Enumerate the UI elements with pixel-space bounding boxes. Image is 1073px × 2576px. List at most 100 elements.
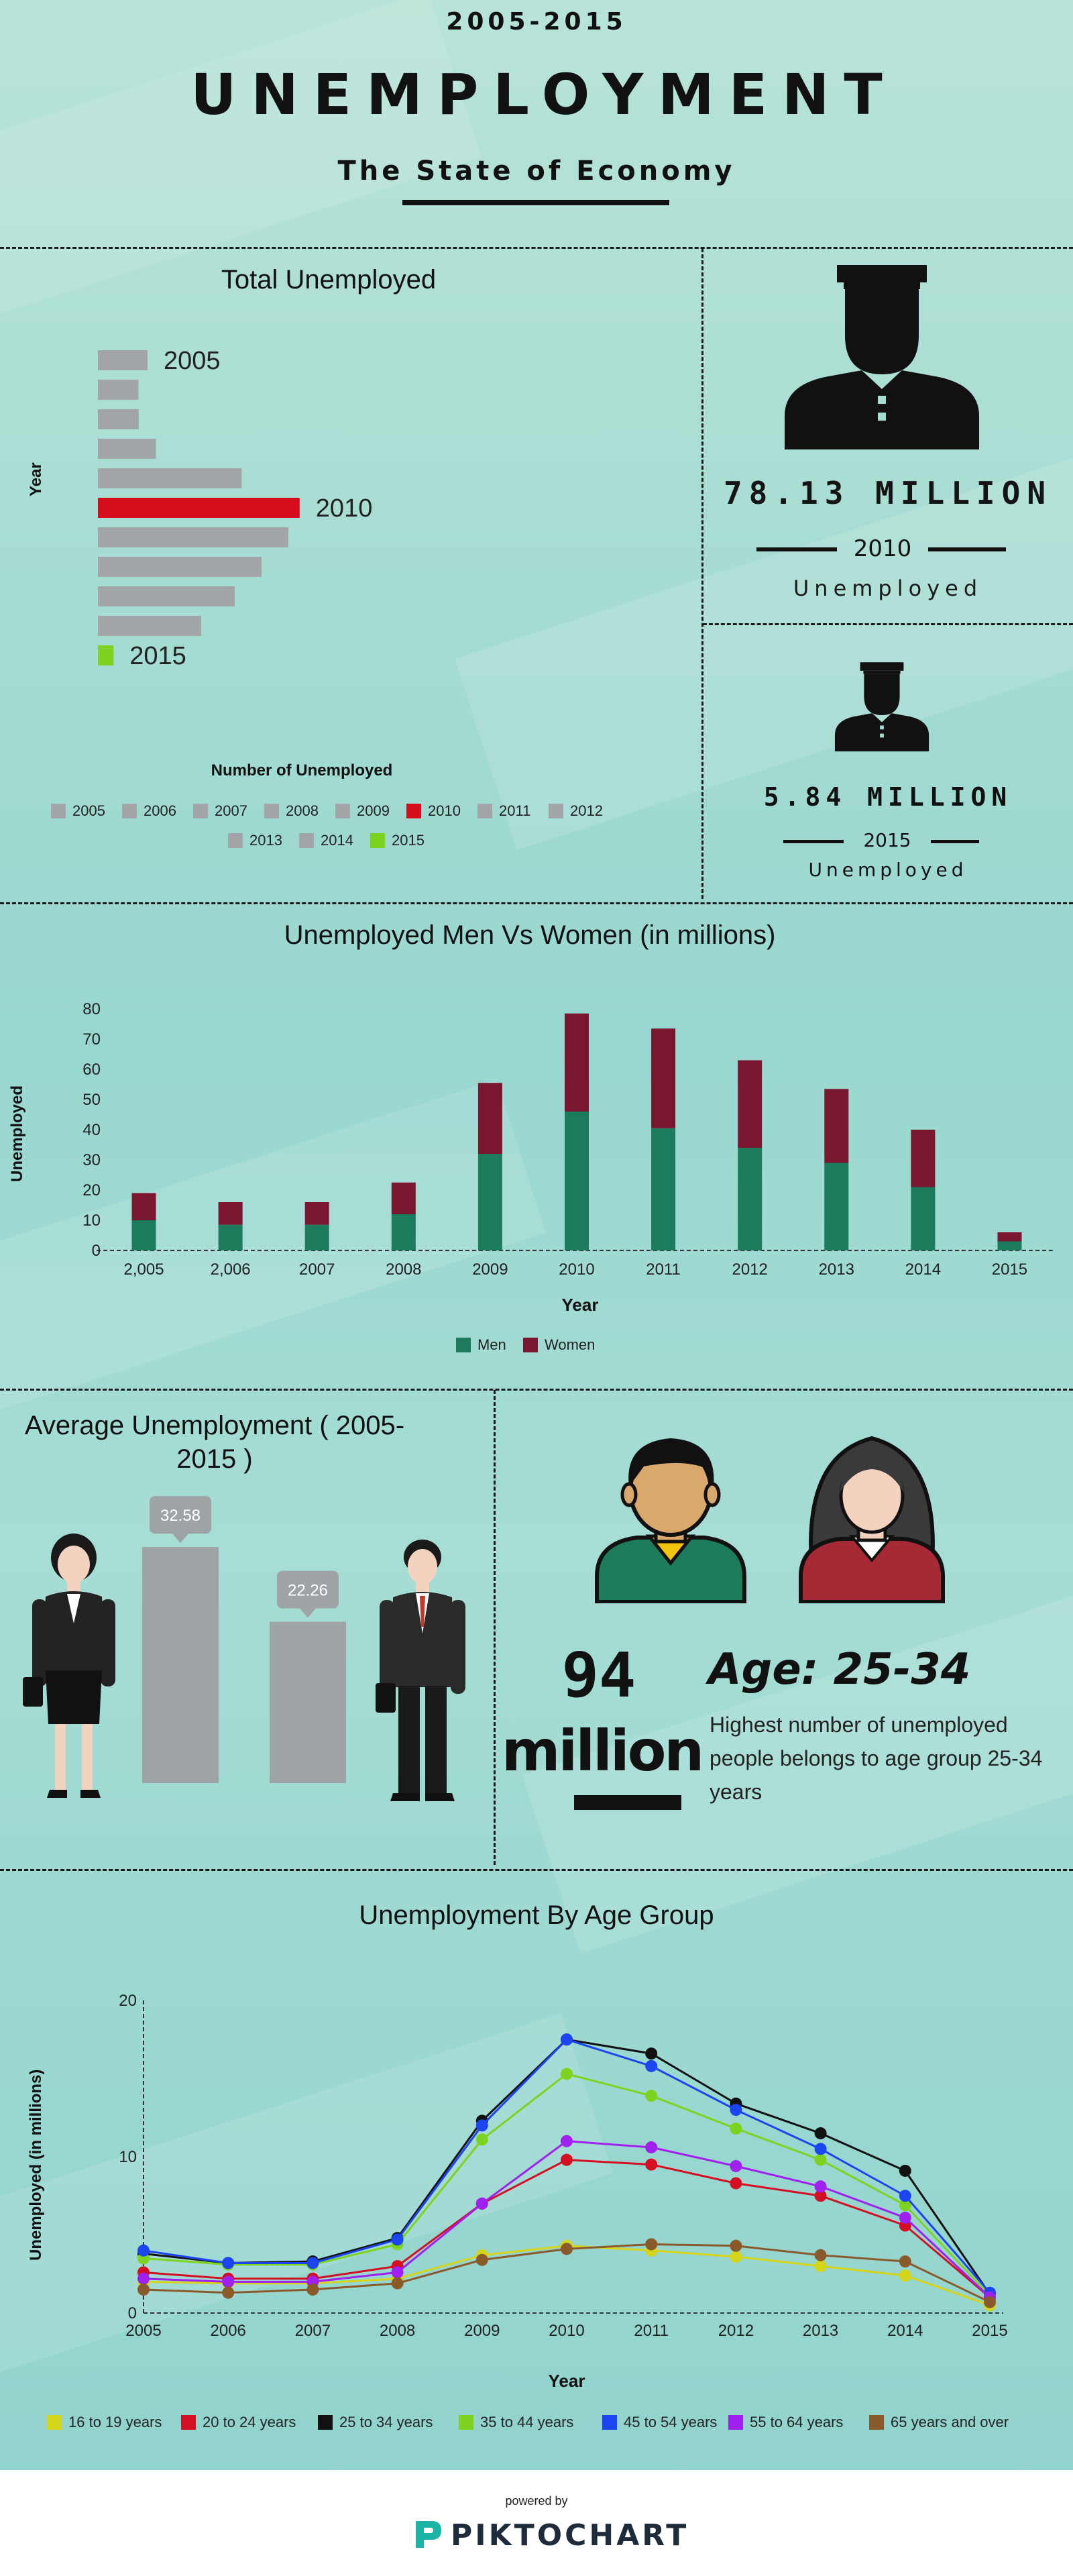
legend-label: 2012 [570, 802, 603, 819]
bar-2010 [98, 498, 300, 518]
legend-label: 2007 [215, 802, 247, 819]
legend-swatch [193, 804, 208, 818]
piktochart-logo-icon[interactable] [412, 2517, 444, 2552]
series-point-4-5 [561, 2033, 573, 2046]
x-tick-label: 2009 [472, 1260, 508, 1279]
x-tick-label: 2015 [992, 1260, 1027, 1279]
series-point-6-9 [899, 2255, 911, 2268]
legend-label: 2008 [286, 802, 319, 819]
legend-label: Women [545, 1336, 596, 1353]
legend-label: 20 to 24 years [203, 2414, 296, 2430]
series-line-1 [143, 2159, 991, 2298]
legend-label: 2010 [428, 802, 461, 819]
bar-men-10 [997, 1241, 1022, 1250]
average-bar-women [142, 1547, 219, 1783]
y-tick-label: 10 [82, 1212, 101, 1230]
piktochart-brand[interactable]: PIKTOCHART [451, 2518, 689, 2553]
average-chart: 32.58 22.26 [142, 1496, 346, 1783]
bar-men-8 [824, 1163, 849, 1250]
bar-men-1 [218, 1224, 243, 1250]
series-point-0-7 [730, 2251, 742, 2263]
age-group-xlabel: Year [548, 2371, 585, 2391]
legend-label: 2011 [499, 802, 531, 819]
stat-2010-year: 2010 [853, 535, 912, 562]
bar-2013 [98, 586, 235, 606]
x-tick-label: 2014 [887, 2322, 923, 2340]
legend-swatch [318, 2415, 333, 2430]
stat-2010-line-left [756, 547, 837, 551]
men-women-xlabel: Year [561, 1295, 599, 1315]
bar-2007 [98, 409, 139, 429]
average-label-pointer [300, 1608, 316, 1618]
bar-men-5 [565, 1112, 589, 1250]
legend-item-2015: 2015 [370, 832, 425, 849]
legend-swatch [549, 804, 563, 818]
legend-label: 16 to 19 years [68, 2414, 162, 2430]
total-unemployed-chart: 2005 2010 2015 [98, 347, 373, 670]
footer [0, 2470, 1073, 2576]
legend-swatch [335, 804, 350, 818]
legend-label: 25 to 34 years [339, 2414, 433, 2430]
average-label-bubble [277, 1570, 339, 1609]
series-point-5-3 [391, 2266, 404, 2279]
series-point-3-4 [475, 2133, 488, 2146]
series-point-2-6 [645, 2047, 658, 2060]
series-point-3-6 [645, 2090, 658, 2102]
series-point-6-8 [814, 2249, 827, 2261]
businesswoman-icon [23, 1534, 115, 1798]
legend-item-2006: 2006 [122, 802, 176, 820]
series-point-2-8 [814, 2127, 827, 2140]
legend-swatch [264, 804, 279, 818]
bar-annotation-2005: 2005 [164, 347, 221, 375]
series-point-6-1 [222, 2286, 235, 2299]
legend-item-2: 25 to 34 years [318, 2414, 433, 2431]
bar-men-3 [391, 1214, 416, 1250]
series-point-4-6 [645, 2059, 658, 2072]
series-point-4-7 [730, 2104, 742, 2116]
x-tick-label: 2009 [464, 2322, 500, 2340]
bar-men-2 [304, 1224, 329, 1250]
series-point-4-3 [391, 2233, 404, 2246]
legend-women: Women [523, 1336, 595, 1354]
stat-2015-year: 2015 [863, 829, 911, 851]
legend-swatch [47, 2415, 62, 2430]
bar-2014 [98, 616, 201, 636]
y-tick-label: 0 [92, 1242, 101, 1260]
series-point-5-0 [137, 2272, 150, 2285]
age-title: Age: 25-34 [708, 1645, 971, 1695]
x-tick-label: 2011 [634, 2322, 669, 2340]
x-tick-label: 2005 [125, 2322, 161, 2340]
stat-2010-label: Unemployed [793, 576, 983, 601]
series-point-5-1 [222, 2275, 235, 2288]
bar-women-9 [911, 1130, 936, 1187]
businessman-icon [376, 1540, 465, 1801]
bar-2012 [98, 557, 262, 577]
legend-label: 2006 [144, 802, 176, 819]
section-divider [0, 902, 1073, 904]
series-point-4-0 [137, 2244, 150, 2257]
legend-swatch [299, 833, 314, 848]
legend-label: 2005 [72, 802, 105, 819]
stat-2015-label: Unemployed [808, 859, 968, 881]
powered-by-text: powered by [505, 2494, 568, 2508]
bar-2011 [98, 527, 288, 547]
x-tick-label: 2012 [718, 2322, 754, 2340]
x-tick-label: 2006 [211, 2322, 246, 2340]
y-tick-label: 50 [82, 1091, 101, 1109]
x-tick-label: 2012 [732, 1260, 767, 1279]
bar-men-6 [651, 1128, 676, 1250]
bar-women-6 [651, 1028, 676, 1128]
legend-item-0: 16 to 19 years [47, 2414, 162, 2431]
series-point-6-7 [730, 2239, 742, 2252]
y-tick-label: 20 [82, 1181, 101, 1199]
total-chart-xlabel: Number of Unemployed [211, 761, 393, 780]
legend-item-6: 65 years and over [869, 2414, 1009, 2431]
bar-women-10 [997, 1232, 1022, 1242]
bar-women-5 [565, 1013, 589, 1112]
series-point-4-4 [475, 2119, 488, 2132]
bar-annotation-2010: 2010 [316, 494, 373, 523]
series-point-0-8 [814, 2260, 827, 2273]
legend-item-2013: 2013 [228, 832, 282, 849]
x-tick-label: 2007 [299, 1260, 335, 1279]
